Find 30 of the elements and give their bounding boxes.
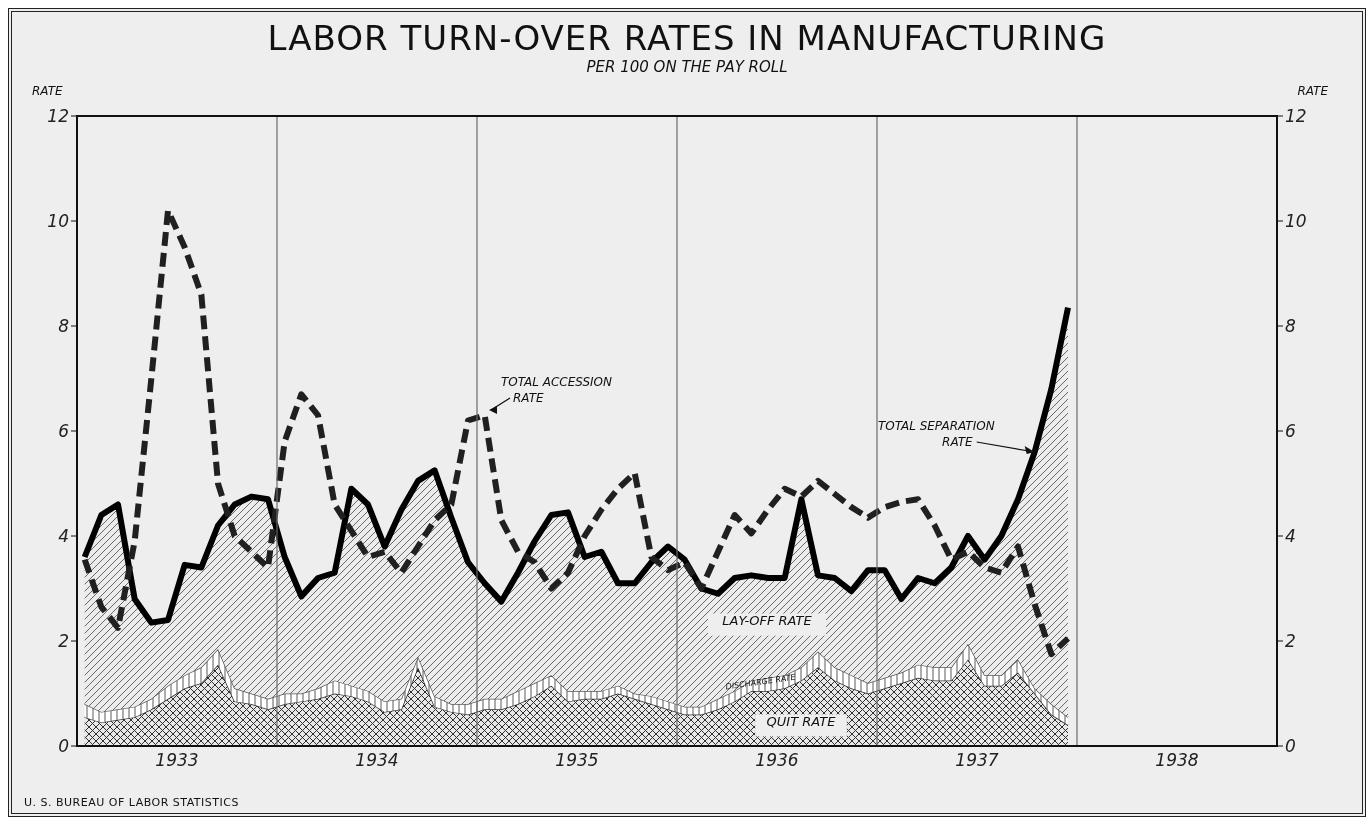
y2-axis-title: RATE: [1297, 83, 1329, 98]
y2-tick-label: 2: [1285, 631, 1296, 652]
y2-tick-label: 6: [1285, 421, 1296, 442]
x-tick-label: 1934: [355, 750, 399, 771]
series-label: TOTAL ACCESSION RATE: [501, 375, 613, 405]
y-tick-label: 6: [58, 421, 70, 442]
y2-tick-label: 0: [1285, 736, 1296, 757]
text: U. S. BUREAU OF LABOR STATISTICS: [23, 796, 240, 809]
series-label: LAY-OFF RATE: [722, 613, 813, 629]
x-tick-label: 1938: [1155, 750, 1199, 771]
y2-tick-label: 12: [1285, 106, 1307, 127]
annotation: TOTAL SEPARATION RATE: [877, 419, 995, 449]
y-tick-label: 4: [58, 526, 69, 547]
y2-tick-label: 10: [1285, 211, 1307, 232]
y2-tick-label: 4: [1285, 526, 1296, 547]
y-tick-label: 8: [58, 316, 70, 337]
y-tick-label: 2: [58, 631, 69, 652]
series-label: QUIT RATE: [766, 714, 837, 730]
y-tick-label: 12: [47, 106, 69, 127]
x-tick-label: 1937: [955, 750, 999, 771]
chart-subtitle: PER 100 ON THE PAY ROLL: [585, 58, 789, 76]
y-tick-label: 0: [58, 736, 69, 757]
y-axis-title: RATE: [32, 83, 63, 98]
x-tick-label: 1935: [555, 750, 599, 771]
series-label: DISCHARGE RATE: [725, 672, 798, 692]
y-tick-label: 10: [47, 211, 69, 232]
x-tick-label: 1933: [155, 750, 199, 771]
y2-tick-label: 8: [1285, 316, 1296, 337]
chart-title: LABOR TURN-OVER RATES IN MANUFACTURING: [266, 18, 1108, 58]
x-tick-label: 1936: [755, 750, 799, 771]
